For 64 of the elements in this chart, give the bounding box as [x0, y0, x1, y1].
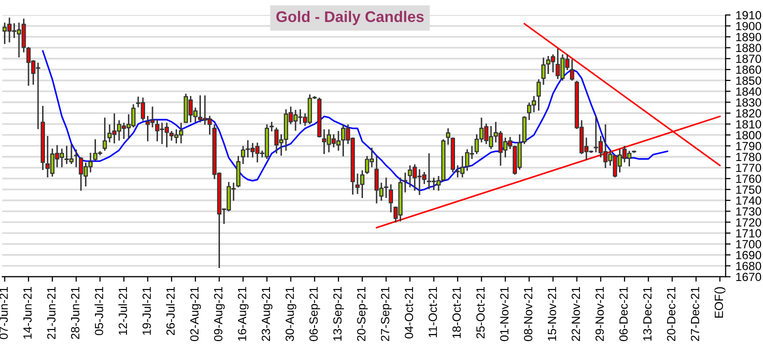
y-tick-label: 1860	[736, 66, 762, 74]
x-tick-label: 18-Oct-21	[452, 286, 461, 338]
x-tick-label: 26-Jul-21	[166, 286, 175, 336]
x-tick-label: EOF()	[714, 287, 726, 318]
candlestick	[102, 118, 107, 151]
y-tick-label: 1910	[736, 11, 762, 20]
x-tick-label: 05-Jul-21	[94, 286, 104, 336]
x-tick-label: 13-Sep-21	[333, 286, 344, 341]
x-tick-label: 21-Jun-21	[47, 286, 56, 339]
y-tick-label: 1760	[736, 174, 762, 183]
x-tick-label: 11-Oct-21	[428, 286, 437, 338]
x-tick-label: 16-Aug-21	[238, 286, 249, 341]
y-tick-label: 1720	[736, 218, 762, 227]
candlestick	[541, 58, 546, 85]
x-tick-label: 27-Sep-21	[380, 286, 392, 341]
candlestick	[270, 122, 274, 132]
x-tick-label: 08-Nov-21	[524, 286, 532, 342]
y-tick-label: 1800	[736, 130, 762, 140]
x-tick-label: 20-Sep-21	[357, 286, 368, 341]
y-tick-label: 1820	[736, 109, 762, 118]
chart-title: Gold - Daily Candles	[276, 10, 424, 26]
y-tick-label: 1750	[736, 186, 762, 194]
y-tick-label: 1690	[736, 250, 762, 260]
x-tick-label: 15-Nov-21	[548, 286, 556, 341]
x-tick-label: 04-Oct-21	[404, 286, 414, 338]
y-tick-label: 1730	[736, 207, 762, 216]
x-tick-label: 30-Aug-21	[286, 286, 296, 342]
line-series	[42, 50, 668, 192]
y-tick-label: 1840	[736, 87, 762, 96]
y-tick-label: 1890	[736, 32, 762, 42]
y-tick-label: 1740	[736, 196, 762, 205]
y-tick-label: 1830	[736, 98, 762, 107]
x-tick-label: 29-Nov-21	[595, 286, 604, 341]
x-tick-label: 19-Jul-21	[142, 286, 151, 335]
candlestick	[536, 79, 541, 111]
y-tick-label: 1700	[736, 240, 762, 248]
x-tick-label: 12-Jul-21	[118, 286, 128, 335]
candlestick	[74, 150, 78, 168]
x-tick-label: 01-Nov-21	[500, 286, 508, 342]
x-tick-label: 09-Aug-21	[214, 286, 225, 342]
x-tick-label: 27-Dec-21	[690, 286, 700, 341]
x-tick-label: 06-Dec-21	[619, 286, 628, 342]
x-tick-label: 06-Sep-21	[309, 286, 320, 342]
candlestick	[403, 172, 408, 192]
x-tick-label: 25-Oct-21	[476, 286, 485, 338]
y-tick-label: 1780	[736, 152, 762, 162]
y-tick-label: 1670	[736, 272, 762, 282]
y-tick-label: 1680	[736, 262, 762, 270]
y-tick-label: 1790	[736, 142, 762, 150]
x-tick-label: 22-Nov-21	[572, 286, 580, 341]
y-tick-label: 1850	[736, 76, 762, 85]
x-tick-label: 20-Dec-21	[667, 286, 676, 341]
x-tick-label: 14-Jun-21	[23, 286, 32, 339]
y-tick-label: 1870	[736, 54, 762, 64]
x-tick-label: 28-Jun-21	[71, 286, 80, 339]
y-tick-label: 1770	[736, 164, 762, 172]
y-tick-label: 1880	[736, 44, 762, 52]
x-tick-label: 02-Aug-21	[190, 286, 201, 342]
y-tick-label: 1710	[736, 229, 762, 238]
y-tick-label: 1810	[736, 120, 762, 128]
y-tick-label: 1900	[736, 22, 762, 30]
x-tick-label: 13-Dec-21	[643, 286, 652, 341]
candlestick	[570, 59, 574, 81]
x-tick-label: 23-Aug-21	[262, 286, 272, 341]
